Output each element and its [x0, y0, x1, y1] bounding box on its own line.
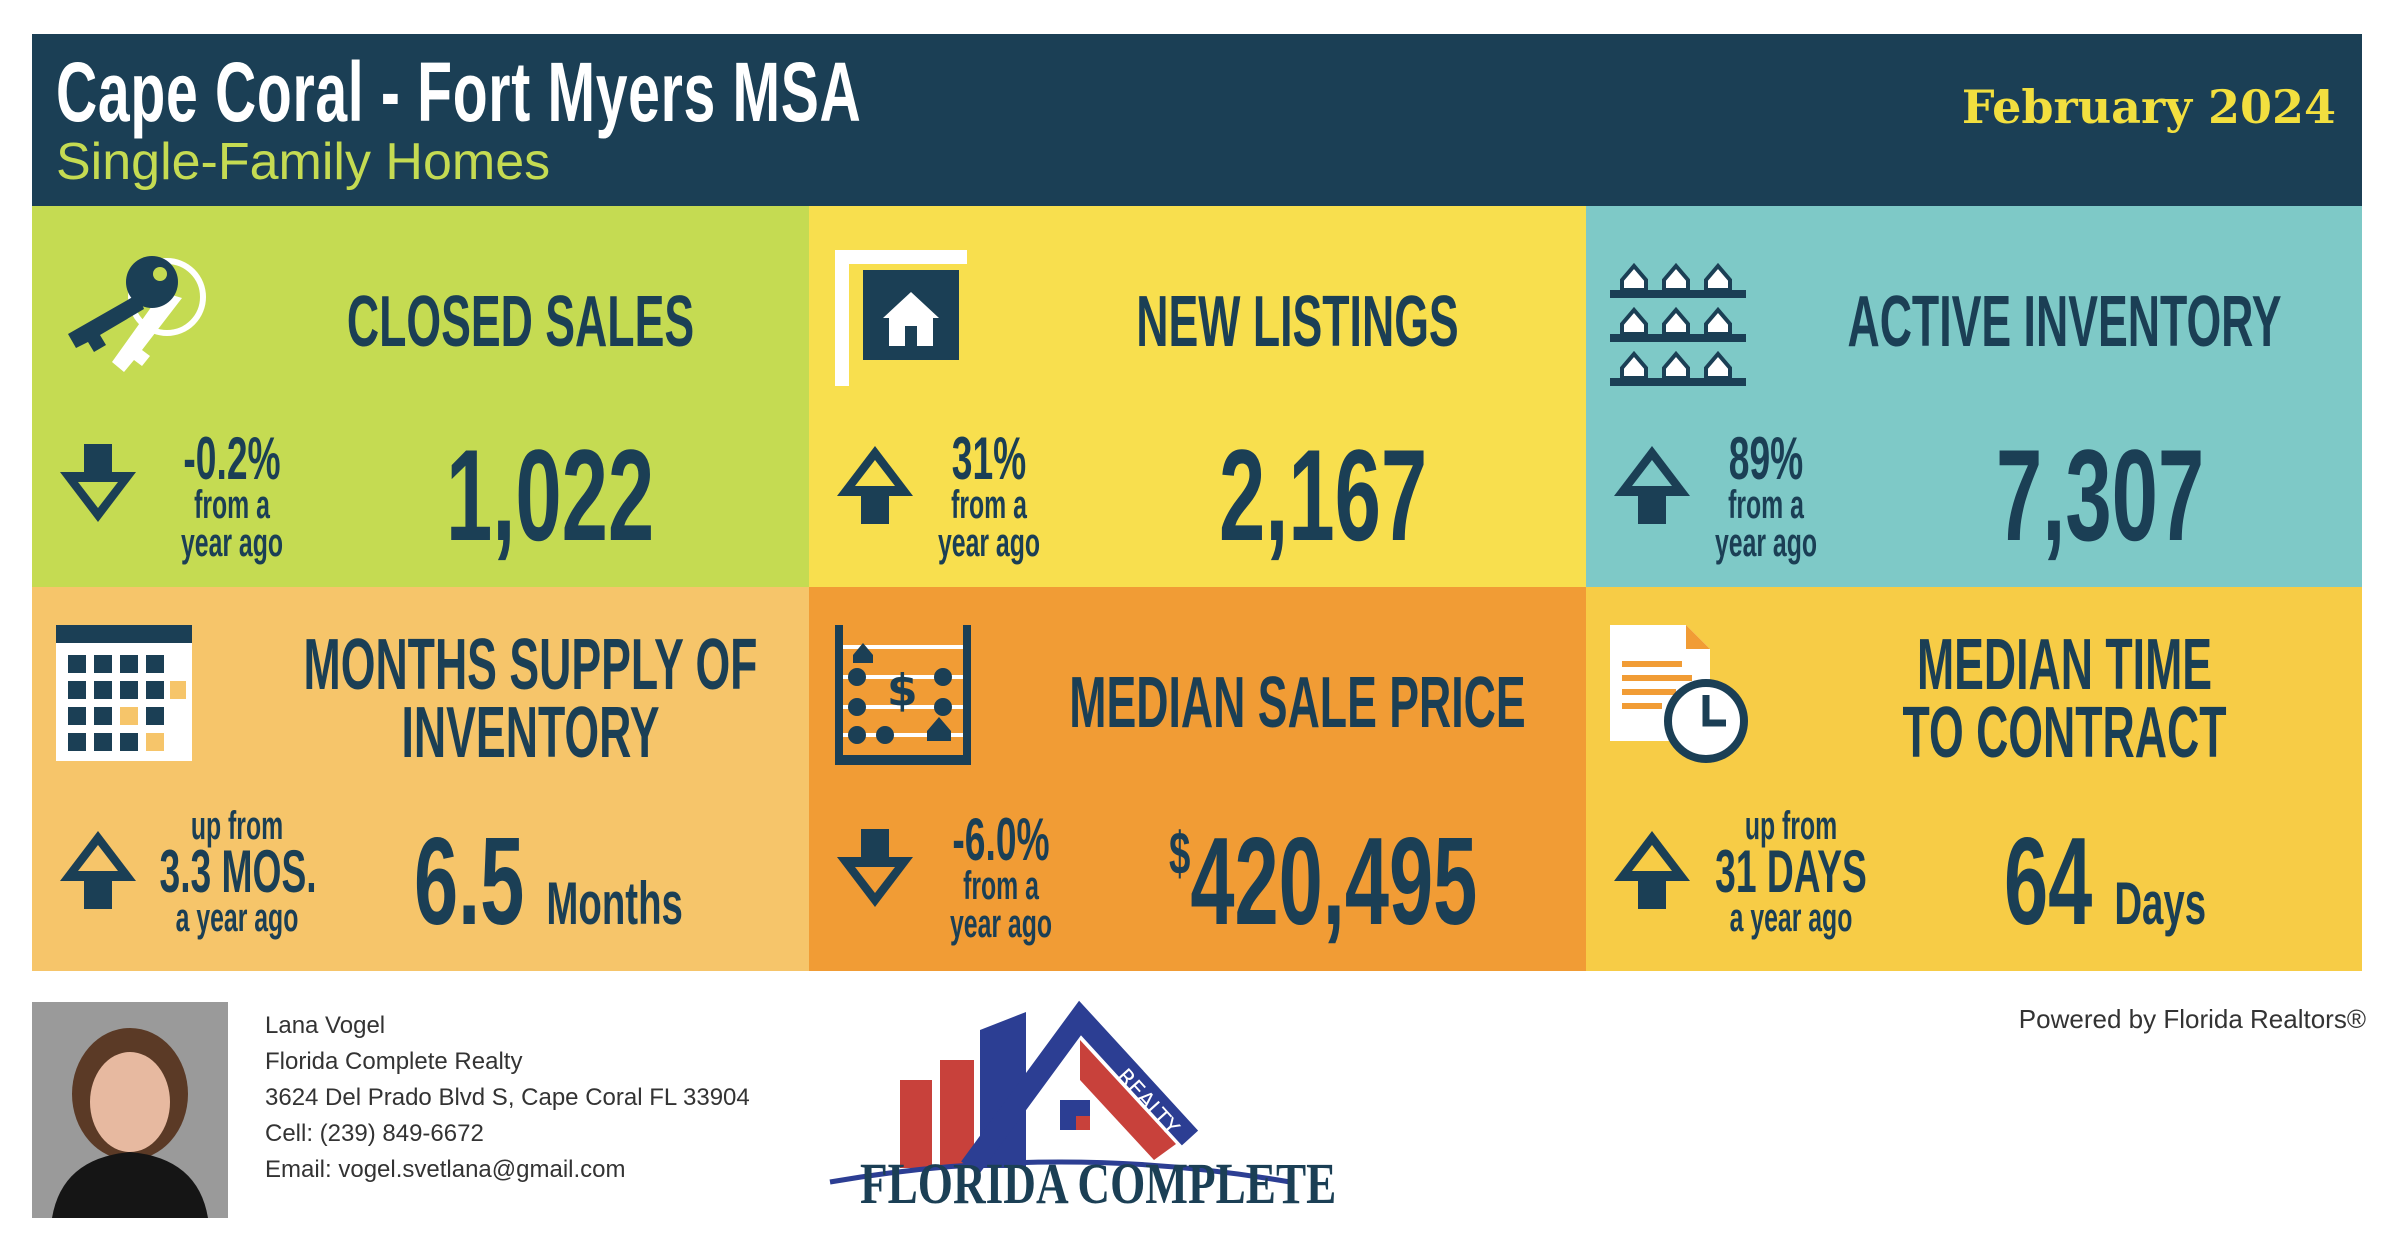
- arrow-down-icon: [60, 444, 136, 522]
- arrow-down-icon: [837, 829, 913, 907]
- tile-median-price: $ MEDIAN SALE PRICE -6.0% from a year ag…: [809, 587, 1586, 971]
- agent-address: 3624 Del Prado Blvd S, Cape Coral FL 339…: [265, 1084, 750, 1111]
- calendar-icon: [56, 625, 192, 761]
- arrow-up-icon: [60, 831, 136, 909]
- tile-title: NEW LISTINGS: [1136, 282, 1459, 362]
- change-label: -6.0% from a year ago: [949, 806, 1053, 946]
- tile-months-supply: MONTHS SUPPLY OF INVENTORY up from 3.3 M…: [32, 587, 809, 971]
- change-label: up from 3.3 MOS. a year ago: [159, 804, 317, 940]
- agent-portrait-icon: [32, 1002, 228, 1218]
- metric-value: 7,307: [1996, 422, 2205, 568]
- tile-title: CLOSED SALES: [346, 282, 695, 362]
- change-label: 89% from a year ago: [1714, 425, 1818, 565]
- logo-buildings-icon: REALTY: [829, 1000, 1291, 1185]
- agent-email: Email: vogel.svetlana@gmail.com: [265, 1156, 626, 1183]
- arrow-up-icon: [1614, 446, 1690, 524]
- arrow-up-icon: [1614, 831, 1690, 909]
- tile-median-time: MEDIAN TIME TO CONTRACT up from 31 DAYS …: [1586, 587, 2362, 971]
- metric-value: $420,495: [1169, 813, 1478, 951]
- page-subtitle: Single-Family Homes: [56, 133, 551, 191]
- powered-by: Powered by Florida Realtors®: [2018, 1004, 2366, 1034]
- page-title: Cape Coral - Fort Myers MSA: [56, 45, 862, 139]
- agent-photo: [32, 1002, 228, 1218]
- metric-value: 64 Days: [2004, 813, 2207, 951]
- metric-value: 6.5 Months: [414, 813, 683, 951]
- abacus-icon: $: [835, 625, 971, 765]
- houses-grid-icon: [1610, 262, 1746, 386]
- tile-title: MEDIAN TIME TO CONTRACT: [1902, 625, 2227, 773]
- metric-value: 2,167: [1219, 422, 1428, 568]
- agent-company: Florida Complete Realty: [265, 1048, 523, 1075]
- keys-icon: [68, 256, 206, 372]
- arrow-up-icon: [837, 446, 913, 524]
- change-label: -0.2% from a year ago: [180, 425, 284, 565]
- agent-name: Lana Vogel: [265, 1012, 386, 1039]
- metric-value: 1,022: [446, 422, 655, 568]
- agent-cell: Cell: (239) 849-6672: [265, 1120, 484, 1147]
- logo-text: FLORIDA COMPLETE: [860, 1151, 1337, 1216]
- tile-active-inventory: ACTIVE INVENTORY 89% from a year ago 7,3…: [1586, 206, 2362, 587]
- dollar-glyph: $: [887, 665, 918, 716]
- header-banner: Cape Coral - Fort Myers MSA Single-Famil…: [32, 34, 2362, 206]
- tile-title: MONTHS SUPPLY OF INVENTORY: [303, 625, 758, 773]
- tile-new-listings: NEW LISTINGS 31% from a year ago 2,167: [809, 206, 1586, 587]
- change-label: up from 31 DAYS a year ago: [1715, 804, 1867, 940]
- document-clock-icon: [1610, 625, 1748, 763]
- company-logo: REALTY FLORIDA COMPLETE: [820, 1000, 1336, 1225]
- for-sale-sign-icon: [835, 250, 967, 386]
- report-month: February 2024: [1961, 80, 2336, 134]
- tile-closed-sales: CLOSED SALES -0.2% from a year ago 1,022: [32, 206, 809, 587]
- change-label: 31% from a year ago: [937, 425, 1041, 565]
- tile-title: MEDIAN SALE PRICE: [1069, 663, 1526, 743]
- tile-title: ACTIVE INVENTORY: [1847, 282, 2282, 362]
